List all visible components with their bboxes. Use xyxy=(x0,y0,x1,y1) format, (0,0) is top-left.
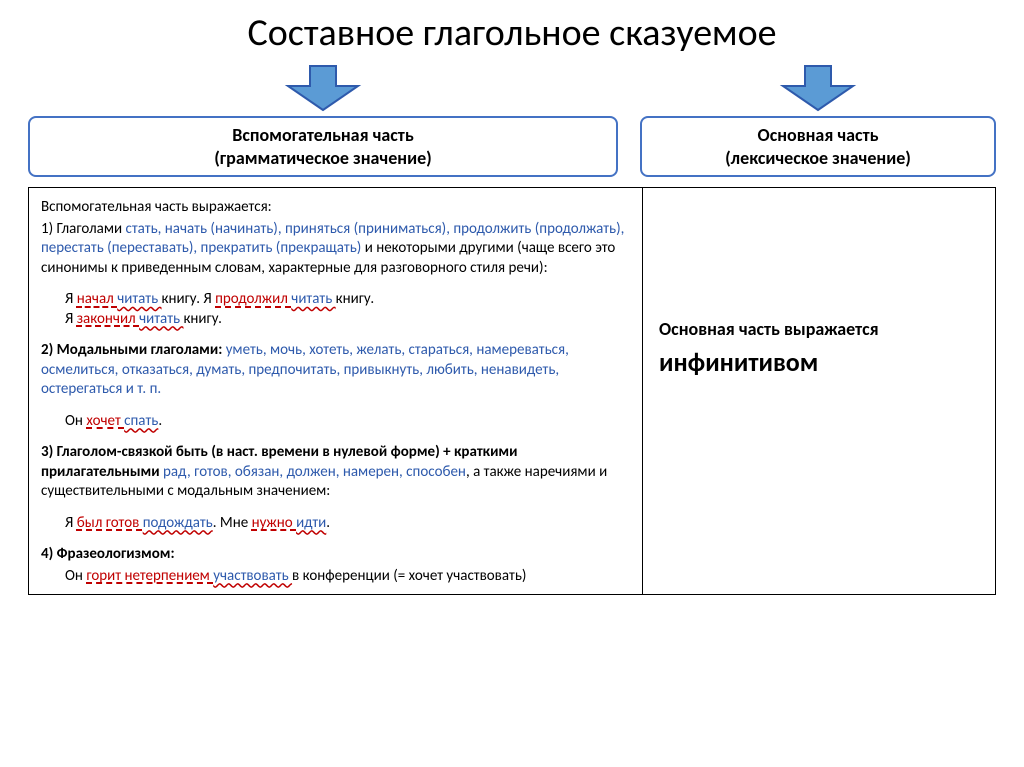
arrow-left-cell xyxy=(28,62,618,114)
down-arrow-icon xyxy=(284,64,362,112)
content-left: Вспомогательная часть выражается: 1) Гла… xyxy=(29,188,643,594)
intro-line: Вспомогательная часть выражается: xyxy=(41,198,630,218)
down-arrow-icon xyxy=(779,64,857,112)
ex1a-pre: Я xyxy=(65,290,77,308)
ex1c-inf: читать xyxy=(139,310,183,328)
ex2-inf: спать xyxy=(124,412,158,430)
ex1c-pre: Я xyxy=(65,310,77,328)
arrows-row xyxy=(28,62,996,114)
ex3a-aux: был готов xyxy=(77,514,143,532)
ex3a-post: . Мне xyxy=(213,514,252,532)
right-line2: инфинитивом xyxy=(659,346,979,378)
item-2: 2) Модальными глаголами: уметь, мочь, хо… xyxy=(41,341,630,400)
header-right: Основная часть (лексическое значение) xyxy=(640,116,996,177)
right-line1: Основная часть выражается xyxy=(659,318,979,340)
ex2-pre: Он xyxy=(65,412,86,430)
item-4: 4) Фразеологизмом: xyxy=(41,545,630,565)
header-left-line1: Вспомогательная часть xyxy=(40,124,606,147)
ex3a-inf: подождать xyxy=(143,514,213,532)
ex4-aux: горит нетерпением xyxy=(86,567,213,585)
ex4-inf: участвовать xyxy=(213,567,292,585)
ex3a-pre: Я xyxy=(65,514,77,532)
ex1a-inf: читать xyxy=(117,290,161,308)
content-right: Основная часть выражается инфинитивом xyxy=(643,188,995,594)
ex1a-obj: книгу. xyxy=(162,290,204,308)
header-left: Вспомогательная часть (грамматическое зн… xyxy=(28,116,618,177)
ex4-post: в конференции (= хочет участвовать) xyxy=(292,567,526,585)
ex3b-aux: нужно xyxy=(252,514,296,532)
example-4: Он горит нетерпением участвовать в конфе… xyxy=(65,567,630,587)
ex2-post: . xyxy=(158,412,162,430)
item2-prefix: 2) Модальными глаголами: xyxy=(41,341,226,359)
ex1b-obj: книгу. xyxy=(336,290,374,308)
content-table: Вспомогательная часть выражается: 1) Гла… xyxy=(28,187,996,595)
arrow-right-cell xyxy=(640,62,996,114)
ex1a-aux: начал xyxy=(77,290,117,308)
item-3: 3) Глаголом-связкой быть (в наст. времен… xyxy=(41,443,630,502)
ex1b-inf: читать xyxy=(291,290,335,308)
example-1: Я начал читать книгу. Я продолжил читать… xyxy=(65,290,630,329)
ex1c-obj: книгу. xyxy=(183,310,221,328)
header-right-line1: Основная часть xyxy=(652,124,984,147)
ex1b-aux: продолжил xyxy=(215,290,291,308)
example-3: Я был готов подождать. Мне нужно идти. xyxy=(65,514,630,534)
header-right-line2: (лексическое значение) xyxy=(652,147,984,170)
page-title: Составное глагольное сказуемое xyxy=(28,10,996,56)
ex1c-aux: закончил xyxy=(77,310,139,328)
item1-prefix: 1) Глаголами xyxy=(41,220,126,238)
ex3b-post: . xyxy=(326,514,330,532)
ex2-aux: хочет xyxy=(86,412,124,430)
header-left-line2: (грамматическое значение) xyxy=(40,147,606,170)
ex1b-pre: Я xyxy=(203,290,215,308)
item-1: 1) Глаголами стать, начать (начинать), п… xyxy=(41,220,630,279)
item3-adjs: рад, готов, обязан, должен, намерен, спо… xyxy=(163,463,466,481)
headers-row: Вспомогательная часть (грамматическое зн… xyxy=(28,116,996,177)
example-2: Он хочет спать. xyxy=(65,412,630,432)
ex4-pre: Он xyxy=(65,567,86,585)
ex3b-inf: идти xyxy=(296,514,326,532)
